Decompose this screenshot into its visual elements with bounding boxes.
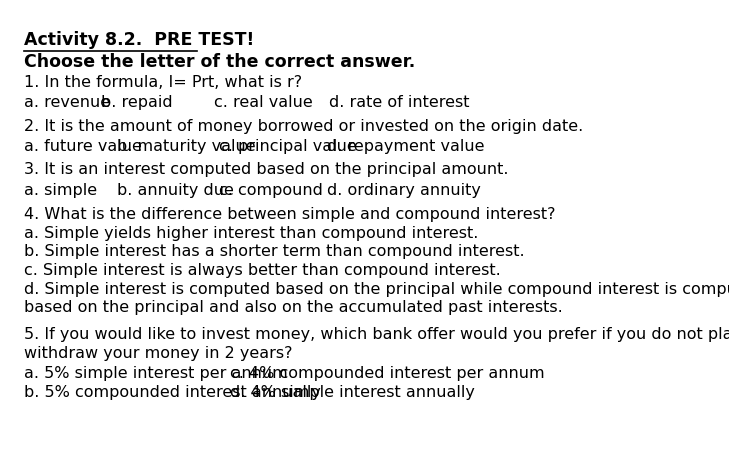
Text: a. revenue: a. revenue xyxy=(24,95,110,110)
Text: c. Simple interest is always better than compound interest.: c. Simple interest is always better than… xyxy=(24,263,501,278)
Text: d. repayment value: d. repayment value xyxy=(327,139,484,154)
Text: b. annuity due: b. annuity due xyxy=(117,183,234,198)
Text: 4. What is the difference between simple and compound interest?: 4. What is the difference between simple… xyxy=(24,207,555,222)
Text: c. compound: c. compound xyxy=(219,183,323,198)
Text: 3. It is an interest computed based on the principal amount.: 3. It is an interest computed based on t… xyxy=(24,163,509,177)
Text: d. Simple interest is computed based on the principal while compound interest is: d. Simple interest is computed based on … xyxy=(24,282,729,296)
Text: c. 4% compounded interest per annum: c. 4% compounded interest per annum xyxy=(230,366,545,381)
Text: Activity 8.2.  PRE TEST!: Activity 8.2. PRE TEST! xyxy=(24,31,254,50)
Text: Choose the letter of the correct answer.: Choose the letter of the correct answer. xyxy=(24,53,416,71)
Text: 1. In the formula, I= Prt, what is r?: 1. In the formula, I= Prt, what is r? xyxy=(24,75,303,90)
Text: 5. If you would like to invest money, which bank offer would you prefer if you d: 5. If you would like to invest money, wh… xyxy=(24,327,729,342)
Text: a. future value: a. future value xyxy=(24,139,142,154)
Text: b. 5% compounded interest annually: b. 5% compounded interest annually xyxy=(24,385,321,400)
Text: d. 4% simple interest annually: d. 4% simple interest annually xyxy=(230,385,475,400)
Text: b. repaid: b. repaid xyxy=(101,95,173,110)
Text: a. 5% simple interest per annum: a. 5% simple interest per annum xyxy=(24,366,288,381)
Text: c. principal value: c. principal value xyxy=(219,139,357,154)
Text: d. ordinary annuity: d. ordinary annuity xyxy=(327,183,480,198)
Text: b. maturity value: b. maturity value xyxy=(117,139,256,154)
Text: d. rate of interest: d. rate of interest xyxy=(330,95,469,110)
Text: a. Simple yields higher interest than compound interest.: a. Simple yields higher interest than co… xyxy=(24,225,478,241)
Text: 2. It is the amount of money borrowed or invested on the origin date.: 2. It is the amount of money borrowed or… xyxy=(24,119,583,134)
Text: based on the principal and also on the accumulated past interests.: based on the principal and also on the a… xyxy=(24,300,563,315)
Text: withdraw your money in 2 years?: withdraw your money in 2 years? xyxy=(24,345,292,361)
Text: c. real value: c. real value xyxy=(214,95,313,110)
Text: b. Simple interest has a shorter term than compound interest.: b. Simple interest has a shorter term th… xyxy=(24,244,525,259)
Text: a. simple: a. simple xyxy=(24,183,97,198)
